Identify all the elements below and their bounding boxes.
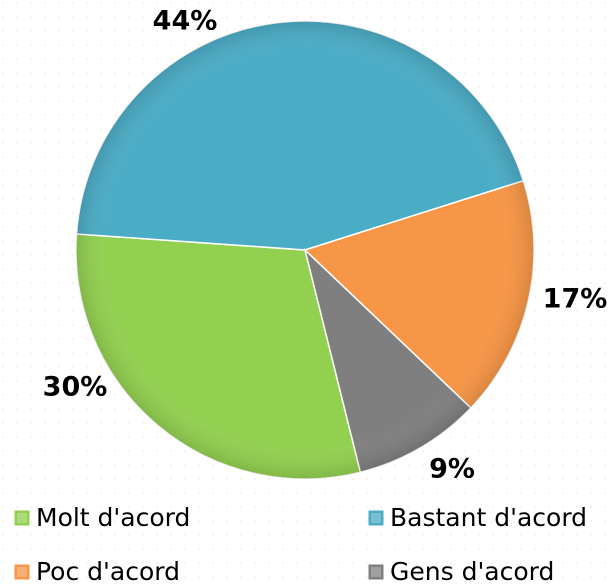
pie — [75, 20, 535, 480]
data-label: 30% — [43, 372, 108, 403]
legend-swatch-bevel — [371, 567, 381, 577]
legend-label: Gens d'acord — [390, 557, 554, 584]
data-label: 44% — [153, 6, 218, 37]
data-label: 17% — [543, 284, 608, 315]
legend-label: Bastant d'acord — [390, 503, 587, 532]
legend-swatch — [13, 509, 31, 527]
legend: Molt d'acord Bastant d'acord Poc d'acord Ge… — [13, 503, 587, 584]
legend-swatch — [367, 563, 385, 581]
legend-label: Poc d'acord — [36, 557, 180, 584]
labels: 30% 44% 17% 9% — [43, 6, 608, 485]
legend-swatch-bevel — [371, 513, 381, 523]
legend-swatch-bevel — [17, 513, 27, 523]
legend-label: Molt d'acord — [36, 503, 190, 532]
legend-swatch — [367, 509, 385, 527]
legend-swatch-bevel — [17, 567, 27, 577]
data-label: 9% — [429, 454, 475, 485]
legend-swatch — [13, 563, 31, 581]
